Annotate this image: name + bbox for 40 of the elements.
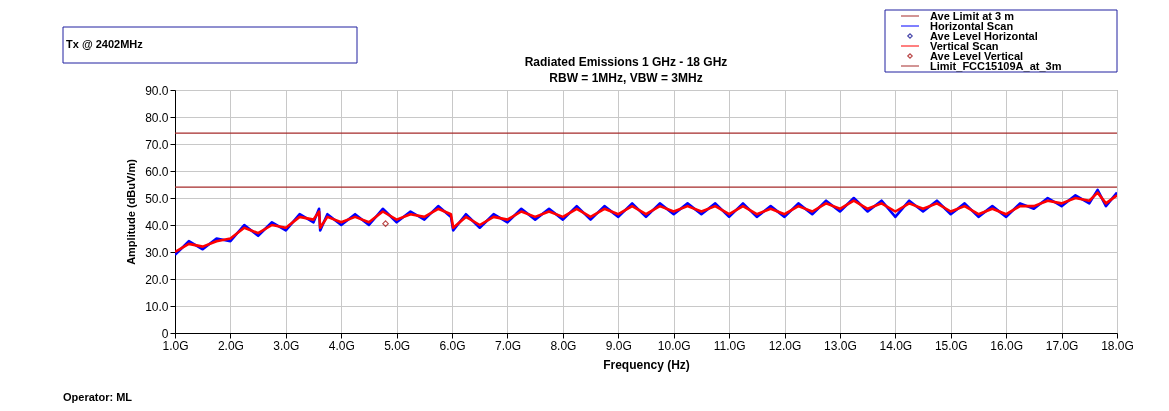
y-tick-label: 50.0 xyxy=(145,191,169,206)
x-tick-label: 16.0G xyxy=(990,338,1024,353)
x-tick-label: 5.0G xyxy=(384,338,411,353)
y-tick-label: 70.0 xyxy=(145,137,169,152)
legend-label: Ave Level Horizontal xyxy=(930,30,1038,42)
x-tick-label: 3.0G xyxy=(273,338,300,353)
legend-label: Limit_FCC15109A_at_3m xyxy=(930,60,1062,72)
x-tick-label: 4.0G xyxy=(328,338,355,353)
y-tick-label: 90.0 xyxy=(145,83,169,98)
x-tick-label: 15.0G xyxy=(934,338,968,353)
x-axis-title: Frequency (Hz) xyxy=(603,357,690,372)
text: Tx @ 2402MHz xyxy=(66,38,144,50)
chart-title: Radiated Emissions 1 GHz - 18 GHz xyxy=(524,55,728,69)
text: Operator: ML xyxy=(63,391,133,403)
y-axis-title: Amplitude (dBuV/m) xyxy=(125,158,138,265)
y-tick-label: 30.0 xyxy=(145,245,169,260)
x-tick-label: 11.0G xyxy=(713,338,746,353)
x-tick-label: 17.0G xyxy=(1045,338,1079,353)
x-tick-label: 2.0G xyxy=(217,338,244,353)
x-tick-label: 14.0G xyxy=(879,338,913,353)
x-tick-label: 12.0G xyxy=(768,338,802,353)
legend-label: Vertical Scan xyxy=(930,40,999,52)
legend-label: Ave Level Vertical xyxy=(930,50,1024,62)
y-tick-label: 10.0 xyxy=(145,299,169,314)
y-tick-label: 60.0 xyxy=(145,164,169,179)
chart-subtitle: RBW = 1MHz, VBW = 3MHz xyxy=(549,71,703,85)
y-tick-label: 0 xyxy=(161,326,169,341)
x-tick-label: 8.0G xyxy=(550,338,577,353)
x-tick-label: 10.0G xyxy=(657,338,691,353)
y-tick-label: 20.0 xyxy=(145,272,169,287)
x-tick-label: 13.0G xyxy=(824,338,857,353)
x-tick-label: 7.0G xyxy=(494,338,521,353)
y-tick-label: 40.0 xyxy=(145,218,169,233)
y-tick-label: 80.0 xyxy=(145,110,169,125)
x-tick-label: 6.0G xyxy=(439,338,466,353)
x-tick-label: 18.0G xyxy=(1101,338,1134,353)
x-tick-label: 9.0G xyxy=(605,338,632,353)
legend-label: Horizontal Scan xyxy=(930,20,1014,32)
legend-label: Ave Limit at 3 m xyxy=(930,10,1015,22)
x-tick-label: 1.0G xyxy=(162,338,189,353)
